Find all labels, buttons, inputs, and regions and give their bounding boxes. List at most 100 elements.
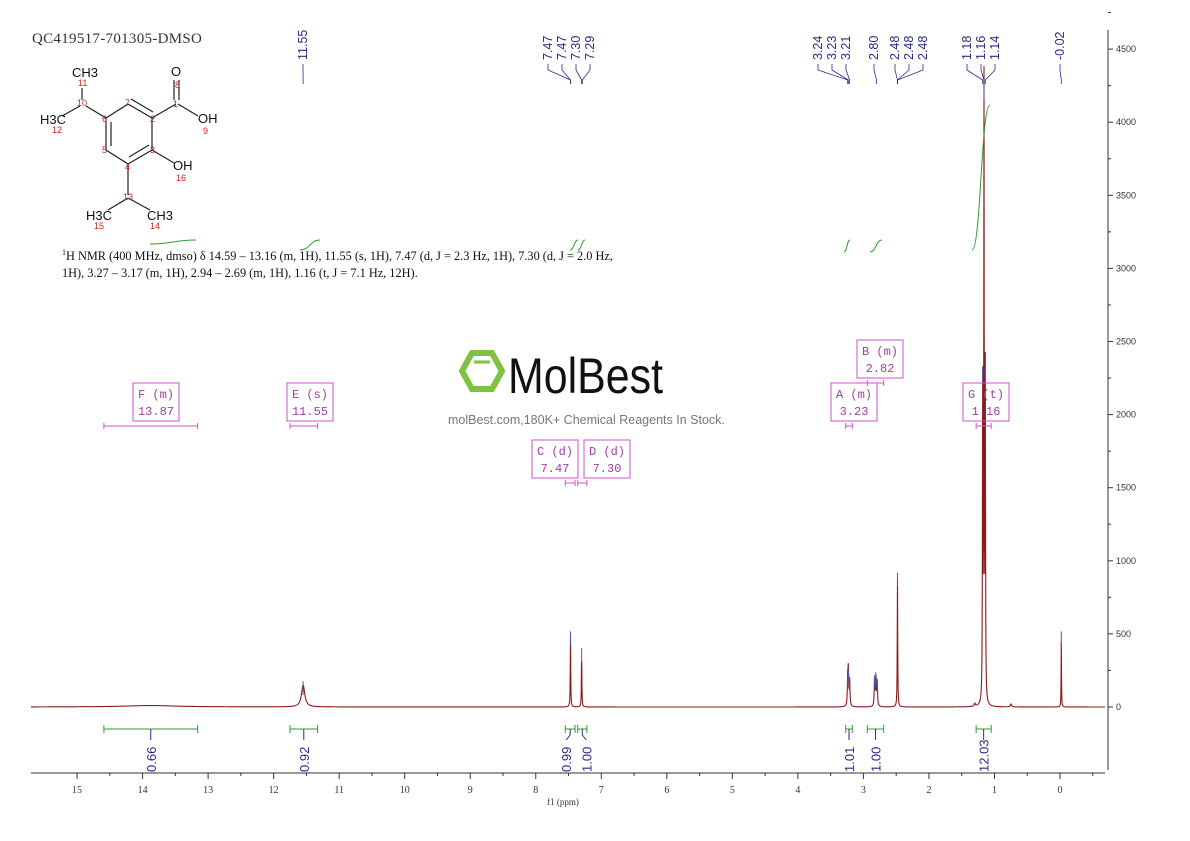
spectrum-trace: [31, 66, 1105, 708]
x-tick-label: 7: [599, 785, 604, 796]
peak-label: 2.48: [888, 36, 902, 60]
peak-label: 2.48: [902, 36, 916, 60]
x-tick-label: 8: [533, 785, 538, 796]
peak-label-leader: [831, 64, 849, 84]
peak-label: 2.48: [916, 36, 930, 60]
peak-label: -0.02: [1053, 31, 1067, 60]
integral-value: 12.03: [977, 739, 992, 772]
watermark-tagline: molBest.com,180K+ Chemical Reagents In S…: [448, 413, 725, 427]
multiplet-name: F (m): [138, 388, 174, 402]
sample-title: QC419517-701305-DMSO: [32, 31, 203, 47]
multiplet-range: [577, 480, 588, 486]
x-tick-label: 1: [992, 785, 997, 796]
peak-label-leader: [873, 64, 877, 84]
peak-label-leader: [966, 64, 984, 84]
y-tick-label: 1500: [1116, 483, 1136, 493]
multiplet-name: G (t): [968, 388, 1004, 402]
integral-curve: [569, 239, 579, 251]
atom-number: 12: [52, 125, 62, 135]
atom-label: OH: [173, 158, 193, 173]
x-tick-label: 9: [468, 785, 473, 796]
peak-label-leader: [561, 64, 571, 84]
peak-label: 2.80: [867, 36, 881, 60]
multiplet-range: [845, 423, 853, 429]
integral-tick: [565, 729, 571, 741]
x-tick-label: 11: [334, 785, 344, 796]
nmr-description: 1H NMR (400 MHz, dmso) δ 14.59 – 13.16 (…: [62, 244, 622, 282]
atom-label: H3C: [40, 112, 66, 127]
x-tick-label: 12: [269, 785, 279, 796]
integral-value: 1.00: [869, 747, 884, 772]
integral-value: 0.66: [144, 747, 159, 772]
multiplet-box: [531, 439, 579, 479]
y-tick-label: 2500: [1116, 337, 1136, 347]
x-tick-label: 13: [203, 785, 213, 796]
y-tick-label: 3500: [1116, 190, 1136, 200]
multiplet-range: [564, 480, 576, 486]
multiplet-range: [103, 423, 199, 429]
peak-label-leader: [897, 64, 924, 84]
atom-number: 5: [102, 145, 107, 155]
peak-label: 7.47: [555, 36, 569, 60]
nmr-description-text: H NMR (400 MHz, dmso) δ 14.59 – 13.16 (m…: [62, 249, 613, 281]
peak-label: 11.55: [296, 30, 310, 60]
y-tick-label: 4500: [1116, 44, 1136, 54]
atom-number: 7: [125, 98, 130, 108]
multiplet-box: [856, 339, 904, 379]
multiplet-range: [289, 423, 319, 429]
integral-value: 0.99: [559, 747, 574, 772]
atom-number: 16: [176, 173, 186, 183]
x-tick-label: 14: [138, 785, 148, 796]
multiplet-shift: 1.16: [972, 405, 1001, 419]
atom-label: H3C: [86, 208, 112, 223]
atom-label: CH3: [147, 208, 173, 223]
x-tick-label: 15: [72, 785, 82, 796]
atom-number: 9: [203, 126, 208, 136]
peak-label-leader: [575, 64, 583, 84]
nucleus-superscript: 1: [62, 248, 66, 257]
multiplet-box: [132, 382, 180, 422]
chemical-structure: O OH OH CH3 H3C H3C CH3 8 9 16 11 12 15 …: [40, 64, 218, 231]
peak-label-leader: [984, 64, 996, 84]
y-tick-label: 4000: [1116, 117, 1136, 127]
x-tick-label: 10: [400, 785, 410, 796]
multiplet-name: A (m): [836, 388, 872, 402]
atom-number: 11: [78, 78, 87, 88]
multiplet-box: [583, 439, 631, 479]
peak-label-leader: [581, 64, 591, 84]
integral-curve: [149, 239, 197, 245]
peak-label: 1.14: [988, 36, 1002, 60]
x-axis-label: f1 (ppm): [547, 797, 579, 807]
multiplet-shift: 3.23: [840, 405, 869, 419]
atom-number: 10: [77, 98, 87, 108]
peak-label-leader: [547, 64, 571, 84]
x-tick-label: 0: [1058, 785, 1063, 796]
integral-curve: [971, 104, 991, 251]
y-tick-label: 3000: [1116, 263, 1136, 273]
multiplet-range: [975, 423, 992, 429]
multiplet-name: E (s): [292, 388, 328, 402]
peak-label: 3.24: [811, 36, 825, 60]
x-tick-label: 4: [795, 785, 800, 796]
peak-label: 1.16: [974, 36, 988, 60]
multiplet-name: B (m): [862, 345, 898, 359]
multiplet-shift: 7.47: [541, 462, 570, 476]
multiplet-shift: 2.82: [866, 362, 895, 376]
multiplet-shift: 7.30: [593, 462, 622, 476]
peak-label: 7.29: [583, 36, 597, 60]
atom-number: 14: [150, 221, 160, 231]
atom-number: 1: [173, 99, 178, 109]
x-tick-label: 6: [664, 785, 669, 796]
integral-value: 0.92: [297, 747, 312, 772]
peak-label-leader: [980, 64, 985, 84]
x-tick-label: 5: [730, 785, 735, 796]
atom-number: 15: [94, 221, 104, 231]
peak-label: 7.30: [569, 36, 583, 60]
y-tick-label: 1000: [1116, 556, 1136, 566]
integral-value: 1.00: [579, 747, 594, 772]
peak-label-leader: [897, 64, 910, 84]
multiplet-shift: 11.55: [292, 405, 328, 419]
multiplet-shift: 13.87: [138, 405, 174, 419]
peak-label: 3.23: [825, 36, 839, 60]
